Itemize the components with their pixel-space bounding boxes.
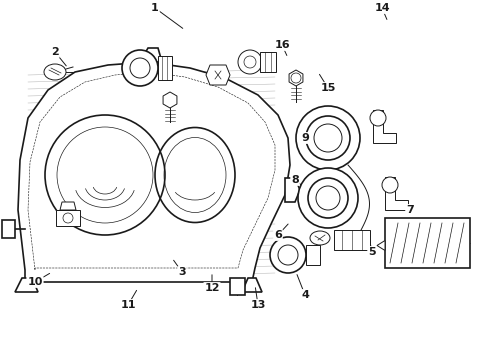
Circle shape xyxy=(297,168,357,228)
Text: 15: 15 xyxy=(320,83,335,93)
Polygon shape xyxy=(140,48,162,62)
Polygon shape xyxy=(384,218,469,268)
Circle shape xyxy=(305,116,349,160)
Circle shape xyxy=(381,177,397,193)
Polygon shape xyxy=(333,230,369,250)
Circle shape xyxy=(313,124,341,152)
Ellipse shape xyxy=(309,231,329,245)
Circle shape xyxy=(269,237,305,273)
Circle shape xyxy=(315,186,339,210)
Circle shape xyxy=(307,178,347,218)
Circle shape xyxy=(295,106,359,170)
Text: 7: 7 xyxy=(406,205,413,215)
Text: 14: 14 xyxy=(373,3,389,13)
Polygon shape xyxy=(305,245,319,265)
Circle shape xyxy=(278,245,297,265)
Polygon shape xyxy=(60,202,76,210)
Circle shape xyxy=(369,110,385,126)
Polygon shape xyxy=(242,278,262,292)
Polygon shape xyxy=(205,65,229,85)
Polygon shape xyxy=(229,278,244,295)
Polygon shape xyxy=(376,240,384,251)
Text: 6: 6 xyxy=(273,230,282,240)
Circle shape xyxy=(130,58,150,78)
Circle shape xyxy=(63,213,73,223)
Polygon shape xyxy=(260,52,275,72)
Polygon shape xyxy=(372,110,395,143)
Text: 11: 11 xyxy=(120,300,136,310)
Text: 12: 12 xyxy=(204,283,219,293)
Text: 5: 5 xyxy=(367,247,375,257)
Text: 4: 4 xyxy=(301,290,308,300)
Text: 3: 3 xyxy=(178,267,185,277)
Text: 1: 1 xyxy=(151,3,159,13)
Polygon shape xyxy=(285,178,299,202)
Circle shape xyxy=(290,73,301,83)
Text: 10: 10 xyxy=(27,277,42,287)
Polygon shape xyxy=(2,220,15,238)
Polygon shape xyxy=(163,92,177,108)
Text: 2: 2 xyxy=(51,47,59,57)
Text: 9: 9 xyxy=(301,133,308,143)
Ellipse shape xyxy=(44,64,66,80)
Polygon shape xyxy=(18,62,289,282)
Polygon shape xyxy=(384,177,407,210)
Text: 8: 8 xyxy=(290,175,298,185)
Text: 13: 13 xyxy=(250,300,265,310)
Circle shape xyxy=(122,50,158,86)
Polygon shape xyxy=(56,210,80,226)
Circle shape xyxy=(238,50,262,74)
Polygon shape xyxy=(15,278,38,292)
Polygon shape xyxy=(288,70,302,86)
Polygon shape xyxy=(158,56,172,80)
Text: 16: 16 xyxy=(274,40,289,50)
Circle shape xyxy=(244,56,256,68)
